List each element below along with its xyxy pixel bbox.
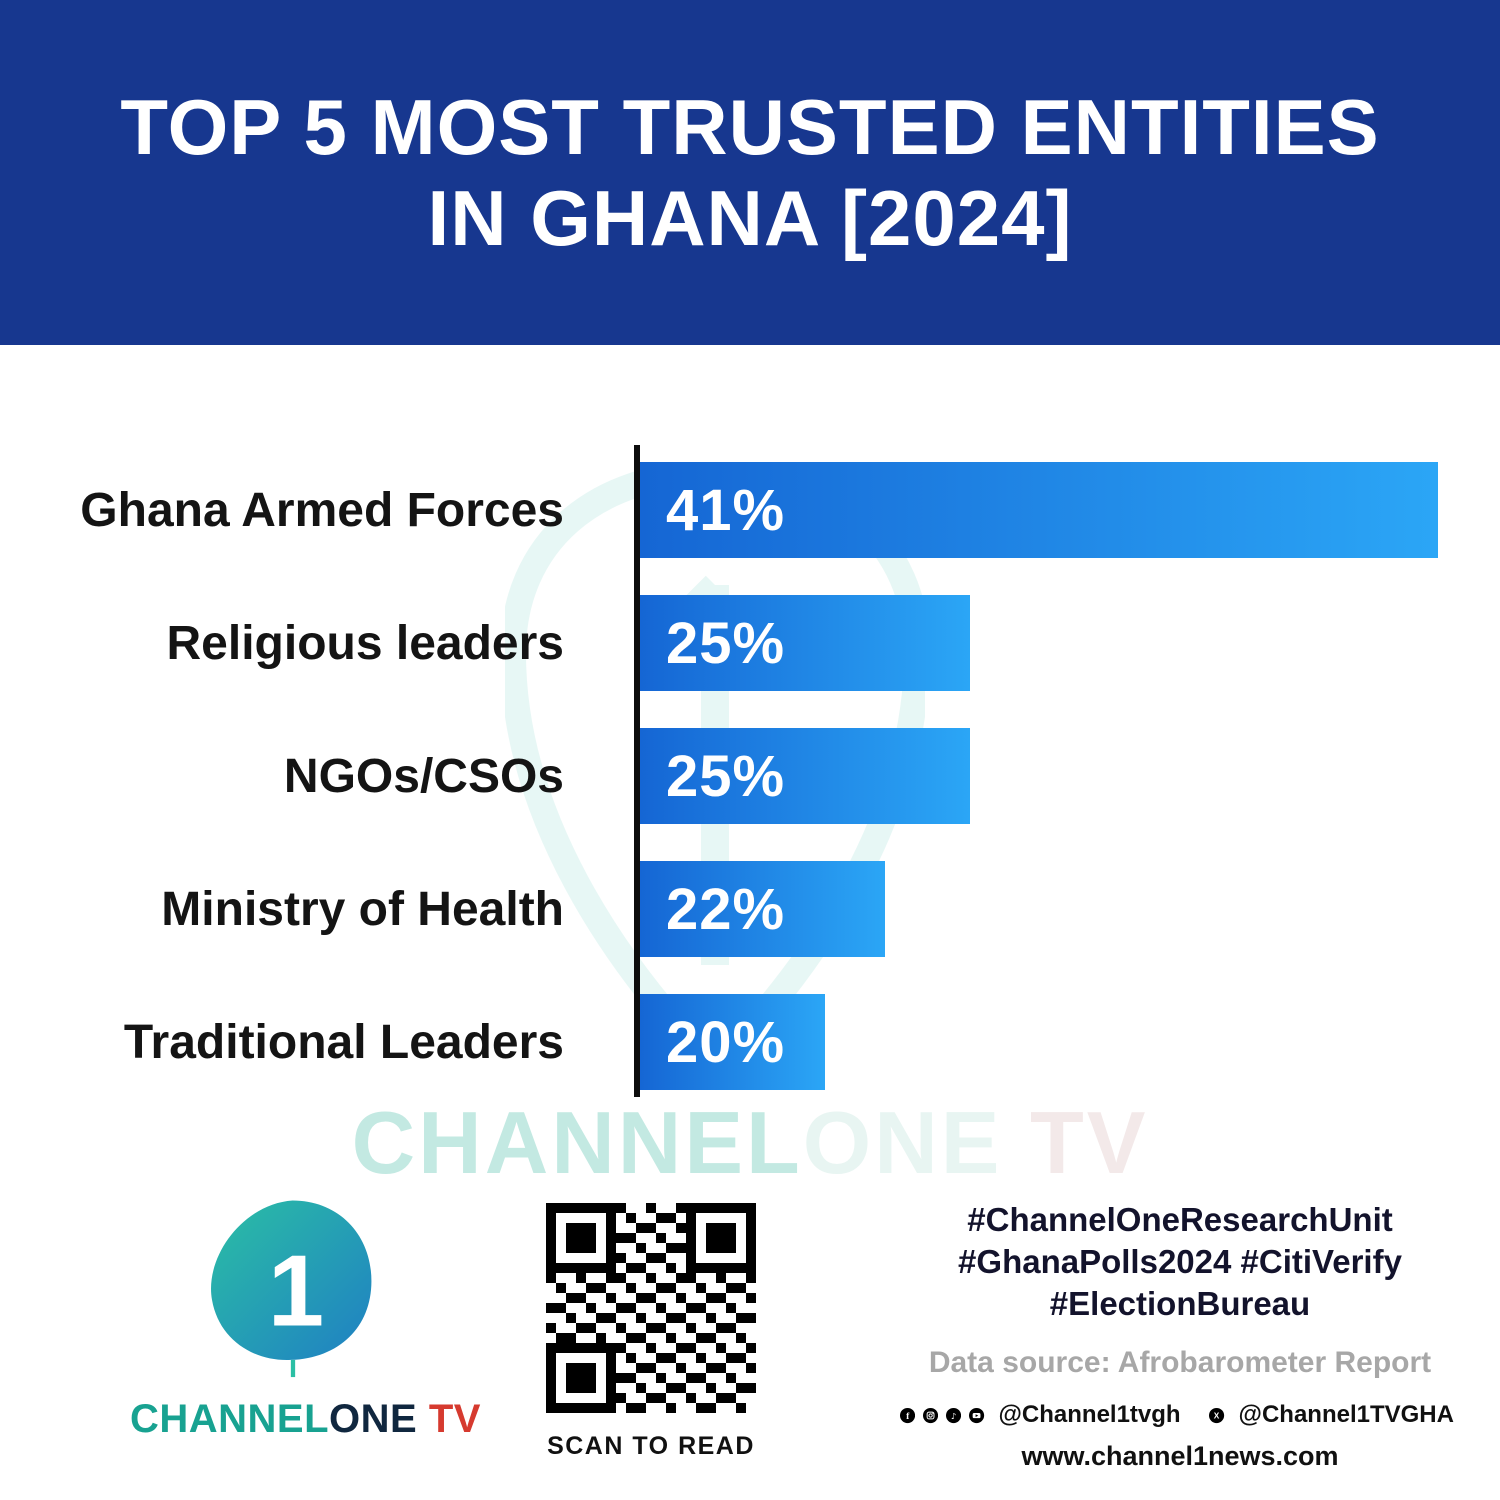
instagram-icon [923,1407,939,1423]
brand-wordmark: CHANNELONE TV [130,1397,480,1442]
bar-value: 20% [666,1009,786,1075]
qr-caption: SCAN TO READ [547,1432,755,1460]
social-row: f ♪ @Channel1tvgh X @Channel1TVGHA [900,1400,1460,1431]
bar-value: 25% [666,610,786,676]
bar-label: Traditional Leaders [123,1015,564,1069]
bar: 25% [640,728,971,824]
facebook-icon: f [900,1407,916,1423]
bar-chart: Ghana Armed Forces 41% Religious leaders 25… [0,440,1500,1110]
svg-text:X: X [1214,1410,1220,1420]
watermark-tv: TV [1002,1093,1149,1192]
social-handle-1: @Channel1tvgh [998,1401,1181,1429]
bar-row: Ghana Armed Forces 41% [0,462,1500,558]
bar: 20% [640,994,825,1090]
x-icon: X [1209,1407,1225,1423]
brand-channel: CHANNEL [130,1397,330,1441]
chart-axis [634,445,640,1097]
channel-one-logo: 1 CHANNELONE TV [130,1195,480,1442]
bar: 41% [640,462,1439,558]
page-title-line1: TOP 5 MOST TRUSTED ENTITIES [120,83,1380,172]
bar-value: 41% [666,477,786,543]
bar-value: 25% [666,743,786,809]
svg-text:f: f [906,1411,910,1422]
website-url: www.channel1news.com [1021,1440,1339,1471]
watermark-channel: CHANNEL [351,1093,803,1192]
bar: 25% [640,595,971,691]
qr-code [546,1203,756,1413]
bar-row: Traditional Leaders 20% [0,994,1500,1090]
bar-row: Ministry of Health 22% [0,861,1500,957]
bar-label: Ghana Armed Forces [80,483,564,537]
bar-row: NGOs/CSOs 25% [0,728,1500,824]
bar-label: NGOs/CSOs [283,749,564,803]
hashtags-line2: #GhanaPolls2024 #CitiVerify [958,1243,1402,1281]
svg-text:1: 1 [268,1235,324,1348]
social-handle-2: @Channel1TVGHA [1238,1401,1454,1429]
chart-rows: Ghana Armed Forces 41% Religious leaders 25… [0,462,1500,1090]
hashtags-line3: #ElectionBureau [1049,1285,1311,1323]
tiktok-icon: ♪ [946,1407,962,1423]
brand-one: ONE [329,1397,418,1441]
youtube-icon [969,1407,985,1423]
title-banner: TOP 5 MOST TRUSTED ENTITIES IN GHANA [20… [0,0,1500,345]
data-source: Data source: Afrobarometer Report [928,1345,1432,1379]
page-title-line2: IN GHANA [2024] [427,173,1073,262]
bar-value: 22% [666,876,786,942]
brand-tv: TV [417,1397,481,1441]
svg-text:♪: ♪ [951,1411,956,1421]
bar: 22% [640,861,886,957]
bar-row: Religious leaders 25% [0,595,1500,691]
footer-right: #ChannelOneResearchUnit #GhanaPolls2024 … [900,1199,1460,1472]
bar-label: Ministry of Health [161,882,564,936]
watermark-one: ONE [802,1093,1003,1192]
channel-one-watermark: CHANNELONE TV [0,1092,1500,1194]
hashtags-line1: #ChannelOneResearchUnit [967,1201,1393,1238]
footer: 1 CHANNELONE TV SCAN TO READ #ChannelOne… [0,1185,1500,1500]
qr-block: SCAN TO READ [545,1203,757,1461]
channel-one-pick-icon: 1 [211,1200,372,1378]
bar-label: Religious leaders [166,616,564,670]
